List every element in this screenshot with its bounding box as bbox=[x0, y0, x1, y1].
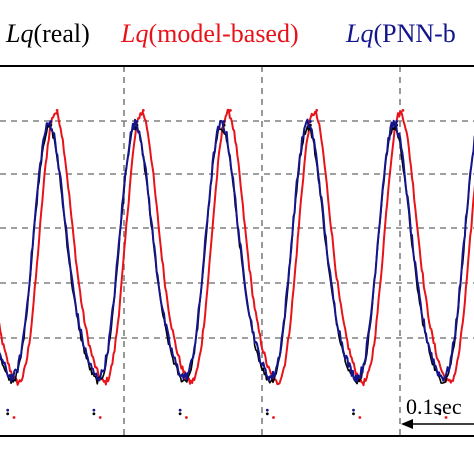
series-2-trough-4 bbox=[272, 416, 275, 419]
scale-bar-arrow bbox=[401, 419, 413, 429]
series-1-trough-3 bbox=[178, 412, 182, 416]
series-2-peak-5 bbox=[401, 109, 405, 112]
series-3-peak-5 bbox=[395, 120, 398, 123]
series-layer bbox=[0, 108, 474, 419]
scale-bar-label: 0.1sec bbox=[406, 394, 462, 419]
series-line-2 bbox=[0, 108, 474, 387]
series-1-trough-4 bbox=[265, 412, 269, 416]
series-3-peak-3 bbox=[222, 120, 226, 123]
series-3-peak-4 bbox=[309, 120, 312, 123]
series-2-peak-2 bbox=[141, 109, 145, 112]
series-2-trough-2 bbox=[98, 416, 102, 419]
frame-layer bbox=[0, 65, 474, 437]
legend-item-pnn-based: Lq(PNN-b bbox=[346, 19, 456, 48]
series-2-trough-5 bbox=[358, 416, 362, 419]
series-2-peak-3 bbox=[229, 109, 232, 112]
series-3-trough-3 bbox=[178, 408, 182, 412]
series-3-trough-6 bbox=[438, 408, 442, 412]
series-2-peak-1 bbox=[55, 109, 59, 112]
series-1-trough-6 bbox=[438, 412, 442, 416]
series-line-3 bbox=[0, 118, 474, 383]
series-1-trough-5 bbox=[352, 412, 355, 416]
legend-item-model-based: Lq(model-based) bbox=[121, 19, 299, 48]
series-3-trough-5 bbox=[352, 408, 355, 412]
legend-item-real: Lq(real) bbox=[6, 19, 90, 48]
series-2-trough-1 bbox=[12, 416, 16, 419]
series-1-trough-1 bbox=[6, 412, 10, 416]
series-2-peak-4 bbox=[315, 109, 319, 112]
series-3-trough-4 bbox=[265, 408, 269, 412]
series-3-peak-1 bbox=[49, 120, 53, 123]
series-2-trough-3 bbox=[185, 416, 188, 419]
series-3-trough-2 bbox=[92, 408, 96, 412]
series-1-trough-2 bbox=[92, 412, 96, 416]
series-2-trough-6 bbox=[444, 416, 448, 419]
series-3-trough-1 bbox=[6, 408, 10, 412]
series-3-peak-2 bbox=[135, 120, 139, 123]
